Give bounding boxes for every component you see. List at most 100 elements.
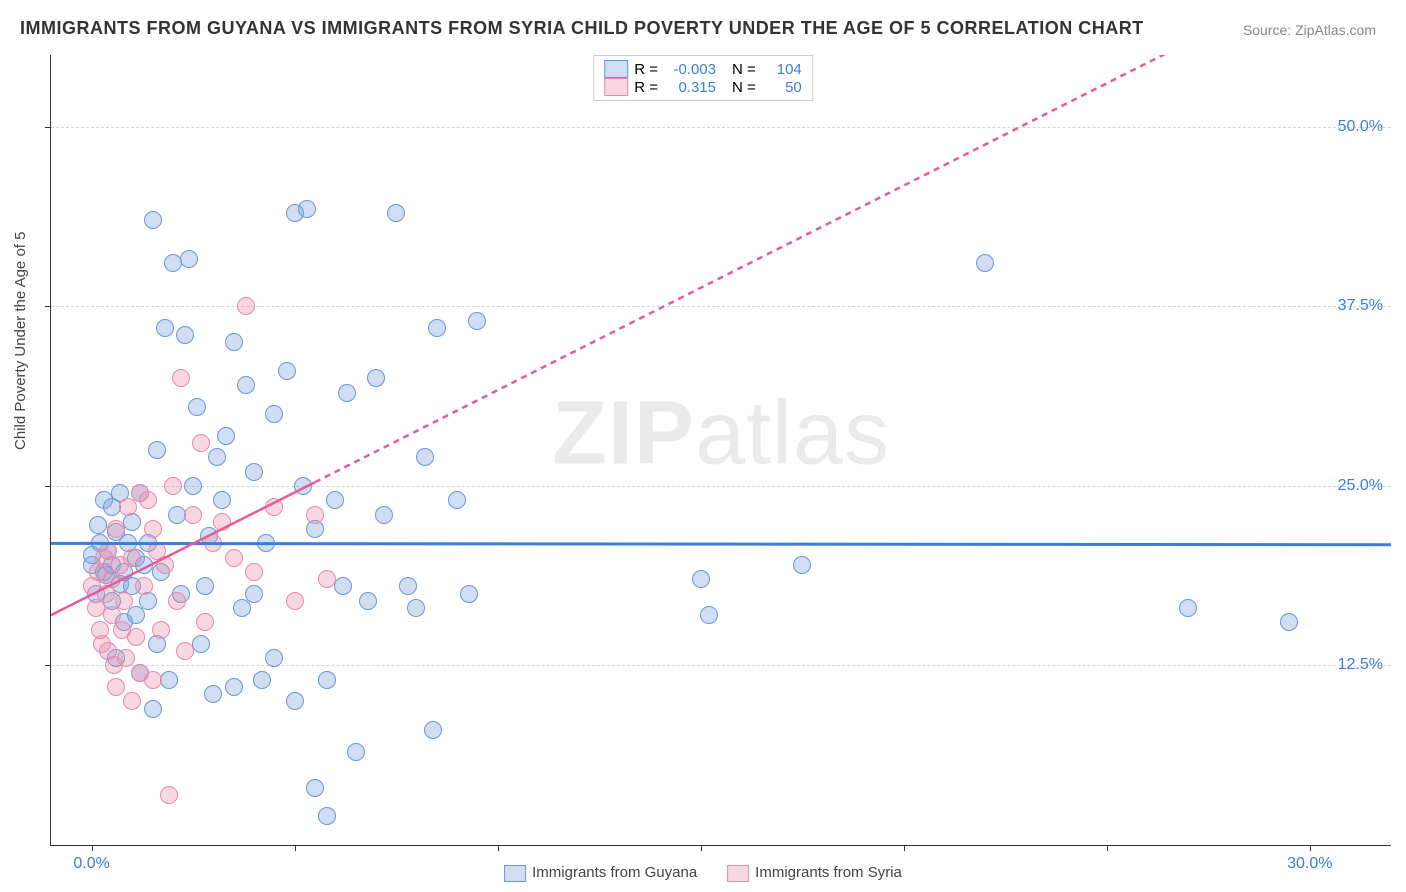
scatter-point bbox=[192, 434, 210, 452]
legend-n-label: N = bbox=[732, 79, 756, 96]
scatter-point bbox=[156, 319, 174, 337]
regression-line-extrapolated bbox=[315, 55, 1391, 482]
x-tick-mark bbox=[295, 845, 296, 851]
scatter-point bbox=[117, 649, 135, 667]
x-tick-label: 30.0% bbox=[1287, 855, 1332, 873]
legend-r-label: R = bbox=[634, 79, 658, 96]
x-tick-mark bbox=[701, 845, 702, 851]
y-tick-label: 37.5% bbox=[1338, 297, 1383, 315]
scatter-point bbox=[245, 585, 263, 603]
x-tick-mark bbox=[92, 845, 93, 851]
x-tick-mark bbox=[904, 845, 905, 851]
scatter-point bbox=[217, 427, 235, 445]
y-tick-mark bbox=[45, 486, 51, 487]
scatter-point bbox=[144, 520, 162, 538]
scatter-point bbox=[164, 477, 182, 495]
watermark-bold: ZIP bbox=[552, 384, 695, 484]
scatter-point bbox=[286, 592, 304, 610]
scatter-point bbox=[184, 506, 202, 524]
scatter-point bbox=[176, 642, 194, 660]
y-tick-mark bbox=[45, 306, 51, 307]
scatter-point bbox=[127, 628, 145, 646]
scatter-point bbox=[208, 448, 226, 466]
scatter-point bbox=[245, 563, 263, 581]
source-label: Source: ZipAtlas.com bbox=[1243, 22, 1376, 38]
y-tick-label: 25.0% bbox=[1338, 477, 1383, 495]
gridline-horizontal bbox=[51, 127, 1391, 128]
scatter-point bbox=[196, 577, 214, 595]
scatter-point bbox=[1280, 613, 1298, 631]
scatter-point bbox=[306, 779, 324, 797]
legend-n-label: N = bbox=[732, 61, 756, 78]
legend-correlation-box: R =-0.003N =104R =0.315N =50 bbox=[593, 55, 813, 101]
scatter-point bbox=[359, 592, 377, 610]
regression-line bbox=[51, 543, 1391, 544]
y-axis-label: Child Poverty Under the Age of 5 bbox=[12, 232, 29, 450]
scatter-point bbox=[176, 326, 194, 344]
scatter-point bbox=[204, 685, 222, 703]
scatter-point bbox=[347, 743, 365, 761]
scatter-point bbox=[160, 671, 178, 689]
scatter-point bbox=[107, 678, 125, 696]
regression-lines-layer bbox=[51, 55, 1391, 845]
y-tick-mark bbox=[45, 665, 51, 666]
legend-label: Immigrants from Guyana bbox=[532, 864, 697, 881]
scatter-point bbox=[123, 692, 141, 710]
scatter-point bbox=[460, 585, 478, 603]
scatter-point bbox=[424, 721, 442, 739]
scatter-point bbox=[225, 333, 243, 351]
scatter-point bbox=[123, 549, 141, 567]
legend-r-value: -0.003 bbox=[664, 61, 716, 78]
scatter-point bbox=[416, 448, 434, 466]
scatter-point bbox=[318, 570, 336, 588]
scatter-point bbox=[306, 506, 324, 524]
x-tick-label: 0.0% bbox=[73, 855, 109, 873]
scatter-point bbox=[237, 297, 255, 315]
scatter-point bbox=[298, 200, 316, 218]
scatter-point bbox=[448, 491, 466, 509]
scatter-point bbox=[148, 441, 166, 459]
scatter-point bbox=[294, 477, 312, 495]
scatter-point bbox=[127, 606, 145, 624]
scatter-point bbox=[89, 516, 107, 534]
scatter-point bbox=[168, 592, 186, 610]
scatter-point bbox=[139, 491, 157, 509]
scatter-point bbox=[192, 635, 210, 653]
y-tick-label: 50.0% bbox=[1338, 118, 1383, 136]
scatter-point bbox=[468, 312, 486, 330]
scatter-point bbox=[692, 570, 710, 588]
scatter-point bbox=[196, 613, 214, 631]
scatter-point bbox=[213, 513, 231, 531]
scatter-point bbox=[135, 577, 153, 595]
scatter-point bbox=[318, 807, 336, 825]
legend-swatch bbox=[727, 865, 749, 882]
legend-swatch bbox=[604, 78, 628, 96]
scatter-point bbox=[172, 369, 190, 387]
y-tick-label: 12.5% bbox=[1338, 656, 1383, 674]
scatter-point bbox=[265, 405, 283, 423]
legend-correlation-row: R =-0.003N =104 bbox=[604, 60, 802, 78]
scatter-point bbox=[375, 506, 393, 524]
scatter-point bbox=[253, 671, 271, 689]
scatter-point bbox=[286, 692, 304, 710]
scatter-point bbox=[367, 369, 385, 387]
legend-label: Immigrants from Syria bbox=[755, 864, 902, 881]
scatter-point bbox=[245, 463, 263, 481]
scatter-point bbox=[265, 649, 283, 667]
chart-title: IMMIGRANTS FROM GUYANA VS IMMIGRANTS FRO… bbox=[20, 18, 1144, 39]
scatter-point bbox=[700, 606, 718, 624]
scatter-point bbox=[233, 599, 251, 617]
scatter-point bbox=[793, 556, 811, 574]
x-tick-mark bbox=[498, 845, 499, 851]
legend-series: Immigrants from Guyana Immigrants from Sy… bbox=[504, 864, 902, 882]
gridline-horizontal bbox=[51, 665, 1391, 666]
legend-swatch bbox=[504, 865, 526, 882]
scatter-point bbox=[225, 549, 243, 567]
legend-item: Immigrants from Guyana bbox=[504, 864, 697, 882]
gridline-horizontal bbox=[51, 486, 1391, 487]
x-tick-mark bbox=[1310, 845, 1311, 851]
scatter-point bbox=[188, 398, 206, 416]
watermark: ZIPatlas bbox=[552, 383, 890, 486]
chart-plot-area: ZIPatlas 12.5%25.0%37.5%50.0%0.0%30.0% bbox=[50, 55, 1391, 846]
legend-r-value: 0.315 bbox=[664, 79, 716, 96]
